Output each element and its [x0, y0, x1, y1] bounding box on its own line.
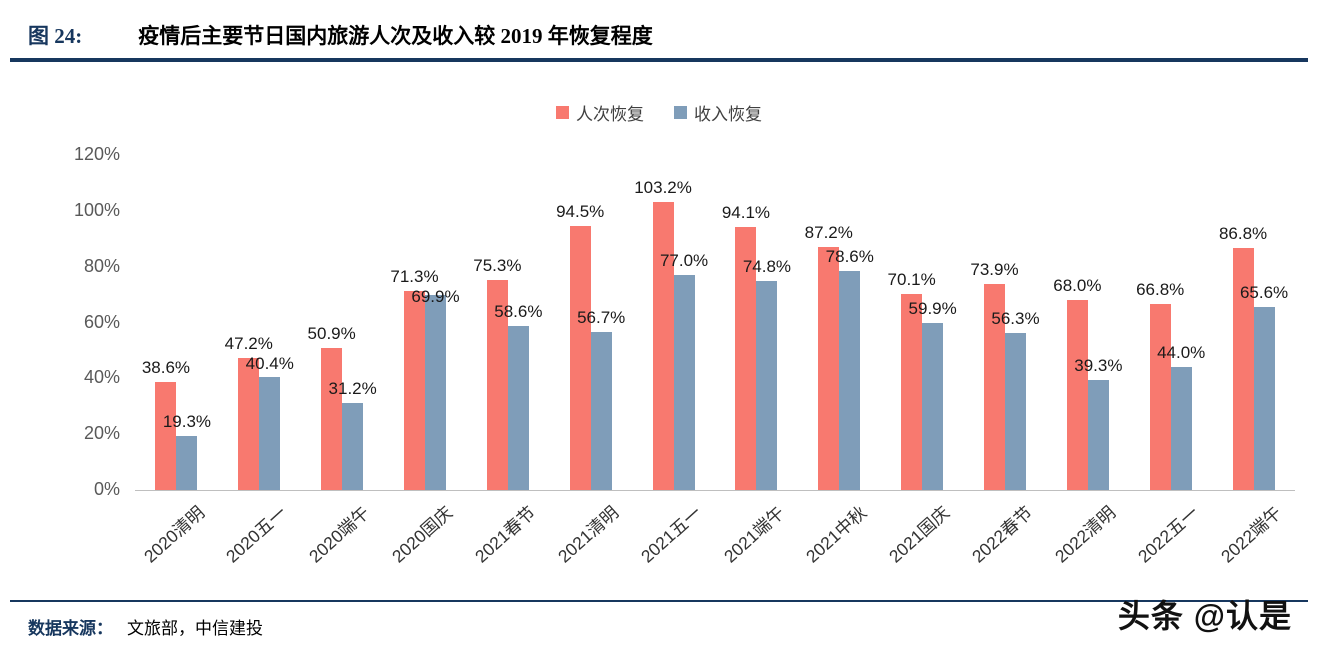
- y-axis-label: 80%: [83, 255, 120, 276]
- bar-trips-recovery: [1066, 300, 1088, 490]
- bar-trips-recovery: [486, 279, 508, 490]
- x-axis-label: 2022春节: [968, 502, 1037, 567]
- legend-swatch-trips-icon: [556, 106, 569, 119]
- x-axis-label: 2020国庆: [388, 502, 457, 567]
- bar-trips-recovery: [155, 382, 177, 490]
- bar-revenue-recovery: [590, 331, 612, 490]
- source-note: 数据来源： 文旅部，中信建投: [28, 614, 263, 639]
- legend-label-trips: 人次恢复: [576, 105, 644, 124]
- figure-title: 疫情后主要节日国内旅游人次及收入较 2019 年恢复程度: [138, 24, 653, 48]
- x-axis-label: 2020五一: [222, 502, 291, 567]
- bar-value-label: 74.8%: [742, 257, 792, 277]
- bar-trips-recovery: [238, 358, 260, 490]
- bar-value-label: 56.7%: [577, 307, 626, 327]
- bar-value-label: 58.6%: [494, 302, 543, 322]
- bar-value-label: 66.8%: [1136, 279, 1185, 299]
- x-axis-label: 2022端午: [1216, 502, 1285, 567]
- y-axis-label: 20%: [83, 423, 120, 444]
- bar-value-label: 73.9%: [970, 259, 1019, 279]
- x-axis-label: 2021春节: [470, 502, 540, 567]
- legend-item-trips: 人次恢复: [556, 100, 644, 125]
- bar-value-label: 87.2%: [804, 222, 853, 242]
- watermark: 头条 @认是: [1117, 598, 1292, 634]
- x-axis-label: 2022清明: [1050, 502, 1120, 567]
- x-axis-line: [135, 490, 1295, 491]
- bar-trips-recovery: [321, 347, 343, 490]
- bar-value-label: 19.3%: [162, 412, 212, 432]
- bar-trips-recovery: [652, 201, 674, 490]
- x-axis-label: 2020端午: [305, 502, 374, 567]
- bar-value-label: 39.3%: [1074, 356, 1123, 376]
- figure-header: 图 24: 疫情后主要节日国内旅游人次及收入较 2019 年恢复程度: [28, 20, 653, 50]
- x-axis-label: 2021清明: [553, 502, 623, 567]
- bar-trips-recovery: [1232, 247, 1254, 490]
- bar-trips-recovery: [1149, 303, 1171, 490]
- bar-value-label: 38.6%: [141, 358, 191, 378]
- bar-value-label: 56.3%: [991, 308, 1040, 328]
- x-axis-label: 2020清明: [139, 502, 208, 567]
- bar-revenue-recovery: [839, 270, 861, 490]
- y-axis-label: 40%: [83, 367, 120, 388]
- bar-trips-recovery: [569, 226, 591, 490]
- bar-revenue-recovery: [1170, 367, 1192, 490]
- bar-revenue-recovery: [425, 294, 446, 490]
- bar-revenue-recovery: [1005, 332, 1026, 490]
- source-label: 数据来源：: [28, 619, 113, 638]
- bar-value-label: 75.3%: [473, 255, 522, 275]
- x-axis-label: 2021国庆: [885, 502, 954, 567]
- x-axis-label: 2022五一: [1133, 502, 1203, 567]
- y-axis-label: 0%: [93, 479, 120, 499]
- legend-swatch-revenue-icon: [674, 106, 687, 119]
- y-axis-label: 100%: [73, 199, 120, 220]
- bar-value-label: 44.0%: [1157, 343, 1206, 363]
- figure-number: 图 24:: [28, 24, 83, 48]
- bar-value-label: 69.9%: [411, 286, 460, 306]
- bar-trips-recovery: [984, 283, 1005, 490]
- bar-value-label: 70.1%: [887, 270, 936, 290]
- bar-value-label: 77.0%: [659, 251, 709, 271]
- bar-revenue-recovery: [259, 377, 281, 490]
- bar-value-label: 71.3%: [390, 266, 439, 286]
- x-axis-label: 2021中秋: [802, 502, 871, 567]
- bar-value-label: 65.6%: [1239, 282, 1289, 302]
- bar-revenue-recovery: [1087, 380, 1109, 490]
- bar-value-label: 86.8%: [1218, 223, 1268, 243]
- legend-item-revenue: 收入恢复: [674, 100, 762, 125]
- bar-revenue-recovery: [673, 275, 695, 490]
- bar-value-label: 94.5%: [556, 202, 605, 222]
- legend-label-revenue: 收入恢复: [694, 105, 762, 124]
- bar-value-label: 94.1%: [721, 203, 771, 223]
- bar-value-label: 78.6%: [825, 246, 874, 266]
- bar-trips-recovery: [818, 246, 840, 490]
- bar-trips-recovery: [735, 227, 757, 490]
- bar-revenue-recovery: [342, 402, 364, 490]
- bar-value-label: 50.9%: [307, 323, 356, 343]
- bar-revenue-recovery: [507, 326, 529, 490]
- bar-revenue-recovery: [1253, 306, 1275, 490]
- bar-value-label: 47.2%: [224, 334, 273, 354]
- bar-value-label: 103.2%: [634, 177, 692, 197]
- chart-legend: 人次恢复 收入恢复: [0, 100, 1318, 125]
- bar-revenue-recovery: [176, 436, 198, 490]
- x-axis-label: 2021端午: [719, 502, 788, 567]
- y-axis-label: 120%: [73, 144, 120, 164]
- bar-value-label: 31.2%: [328, 378, 377, 398]
- bar-revenue-recovery: [922, 322, 944, 490]
- source-text: 文旅部，中信建投: [127, 619, 263, 638]
- bar-trips-recovery: [901, 294, 923, 490]
- x-axis-label: 2021五一: [636, 502, 705, 567]
- bar-value-label: 59.9%: [908, 298, 957, 318]
- bar-trips-recovery: [404, 290, 425, 490]
- title-rule: [10, 58, 1308, 62]
- bar-value-label: 68.0%: [1053, 276, 1102, 296]
- y-axis-label: 60%: [83, 311, 120, 332]
- bar-revenue-recovery: [756, 281, 778, 490]
- footer-rule: [10, 600, 1308, 602]
- bar-value-label: 40.4%: [245, 354, 294, 374]
